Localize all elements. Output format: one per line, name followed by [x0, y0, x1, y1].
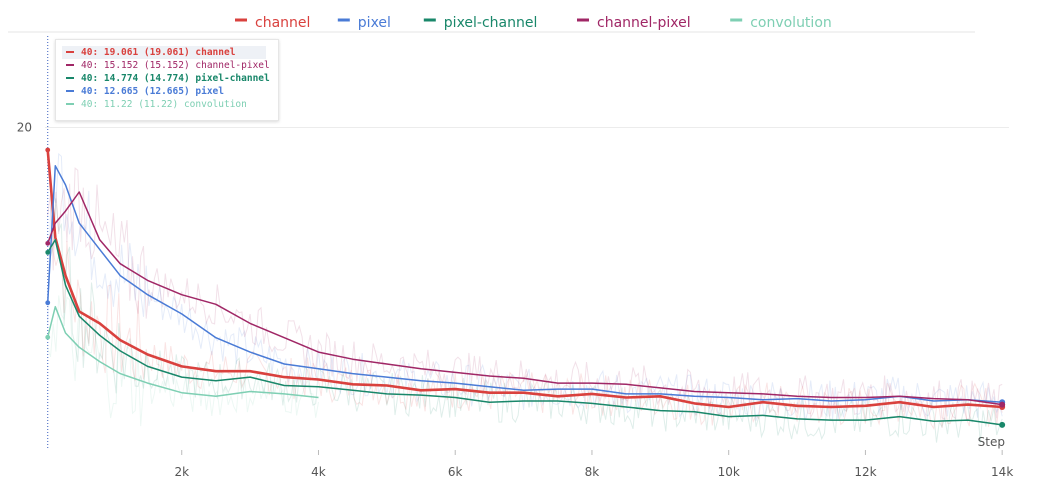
legend-label-pixel-channel[interactable]: pixel-channel [444, 15, 538, 31]
raw-series-channel [47, 150, 1003, 430]
tooltip-row: 40: 14.774 (14.774) pixel-channel [81, 73, 270, 84]
y-tick-label: 20 [17, 121, 32, 135]
series-line-pixel-channel [47, 239, 1003, 426]
series-start-point-channel-pixel [45, 240, 51, 246]
hover-tooltip: 40: 19.061 (19.061) channel 40: 15.152 (1… [55, 39, 279, 121]
raw-series-pixel-channel [47, 198, 1003, 443]
series-start-point-convolution [45, 334, 51, 340]
x-tick-label: 4k [311, 465, 326, 479]
x-tick-label: 12k [854, 465, 876, 479]
series-line-pixel [46, 165, 1003, 403]
raw-series-channel-pixel [47, 167, 1003, 421]
x-tick-label: 8k [585, 465, 600, 479]
series-end-point-channel-pixel [999, 401, 1006, 408]
x-tick-label: 14k [991, 465, 1013, 479]
legend-label-convolution[interactable]: convolution [750, 15, 832, 31]
legend: channel pixel pixel-channel channel-pixel co… [235, 15, 832, 31]
tooltip-row: 40: 11.22 (11.22) convolution [81, 99, 247, 110]
x-tick-label: 6k [448, 465, 463, 479]
legend-label-pixel[interactable]: pixel [358, 15, 391, 31]
series-line-channel [46, 149, 1003, 409]
series-start-point-pixel-channel [45, 249, 51, 255]
legend-label-channel-pixel[interactable]: channel-pixel [597, 15, 691, 31]
legend-label-channel[interactable]: channel [255, 15, 310, 31]
tooltip-row: 40: 12.665 (12.665) pixel [81, 86, 224, 97]
tooltip-content: 40: 19.061 (19.061) channel 40: 15.152 (1… [62, 46, 270, 110]
tooltip-row: 40: 19.061 (19.061) channel [81, 47, 236, 58]
raw-series-pixel [47, 152, 1003, 421]
tooltip-highlight [62, 46, 266, 59]
series-line-channel-pixel [46, 191, 1003, 406]
series-line-convolution [46, 305, 319, 399]
x-tick-label: 2k [174, 465, 189, 479]
raw-series-convolution [47, 295, 319, 427]
x-axis-label: Step [978, 435, 1005, 449]
x-tick-label: 10k [718, 465, 740, 479]
series-start-point-pixel [45, 300, 51, 306]
series-end-point-pixel-channel [999, 421, 1006, 428]
tooltip-row: 40: 15.152 (15.152) channel-pixel [81, 60, 270, 71]
series-start-point-channel [45, 147, 51, 153]
